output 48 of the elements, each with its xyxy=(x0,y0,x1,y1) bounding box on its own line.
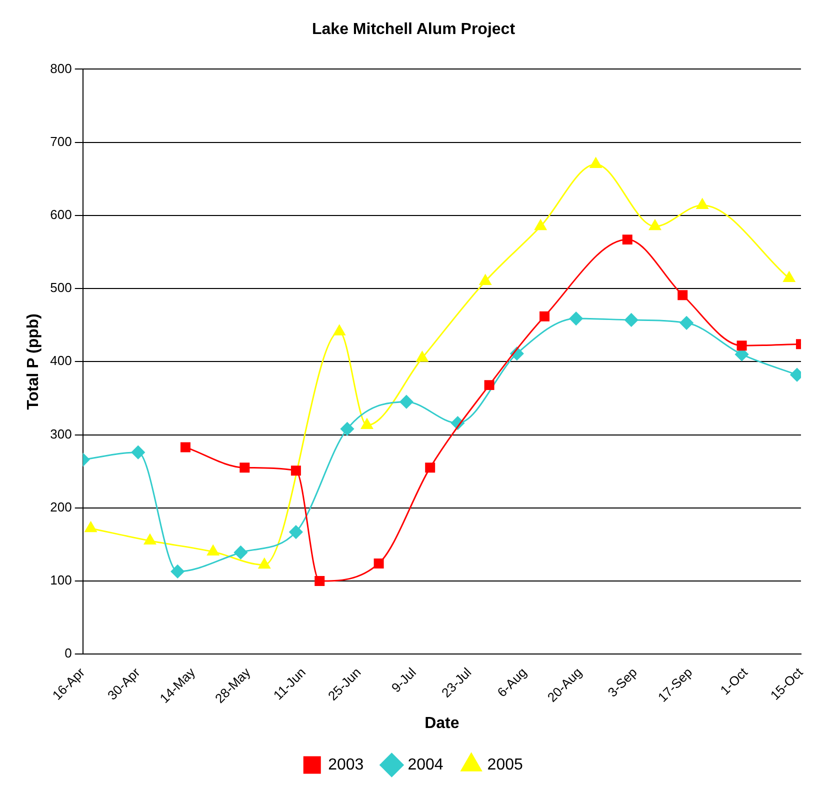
y-axis-title: Total P (ppb) xyxy=(25,314,42,410)
point xyxy=(289,525,303,539)
y-tick-label: 100 xyxy=(50,572,72,588)
legend-label: 2003 xyxy=(328,756,364,774)
point xyxy=(534,220,547,230)
y-tick-label: 200 xyxy=(50,499,72,514)
point xyxy=(131,446,145,460)
point xyxy=(590,158,602,168)
point xyxy=(234,546,248,560)
point xyxy=(540,311,550,322)
point xyxy=(258,558,270,569)
y-tick-label: 700 xyxy=(50,134,72,149)
point xyxy=(240,462,250,473)
point xyxy=(425,462,436,473)
point xyxy=(416,351,428,362)
point xyxy=(736,340,747,351)
point xyxy=(622,234,632,245)
y-tick-label: 400 xyxy=(50,353,72,368)
y-tick-label: 800 xyxy=(50,60,72,76)
legend-label: 2004 xyxy=(408,756,444,774)
point xyxy=(479,274,492,285)
point xyxy=(680,316,694,330)
legend-label: 2005 xyxy=(487,756,523,774)
point xyxy=(624,313,638,327)
point xyxy=(649,220,661,230)
y-tick-label: 300 xyxy=(50,426,72,442)
chart-title: Lake Mitchell Alum Project xyxy=(312,21,516,38)
x-axis-title: Date xyxy=(424,714,460,732)
point xyxy=(361,418,373,430)
point xyxy=(144,534,156,545)
point xyxy=(484,380,494,390)
y-tick-label: 500 xyxy=(50,280,72,296)
point xyxy=(696,198,708,209)
point xyxy=(290,466,301,476)
point xyxy=(678,290,688,300)
point xyxy=(314,576,325,586)
point xyxy=(340,422,354,436)
point xyxy=(84,522,97,532)
point xyxy=(783,272,796,282)
y-tick-label: 0 xyxy=(64,646,72,661)
point xyxy=(207,545,220,556)
point xyxy=(400,395,414,409)
point xyxy=(569,312,583,326)
point xyxy=(170,564,184,578)
point xyxy=(374,558,384,568)
point xyxy=(180,442,190,452)
point xyxy=(333,324,346,336)
y-tick-label: 600 xyxy=(50,207,72,222)
